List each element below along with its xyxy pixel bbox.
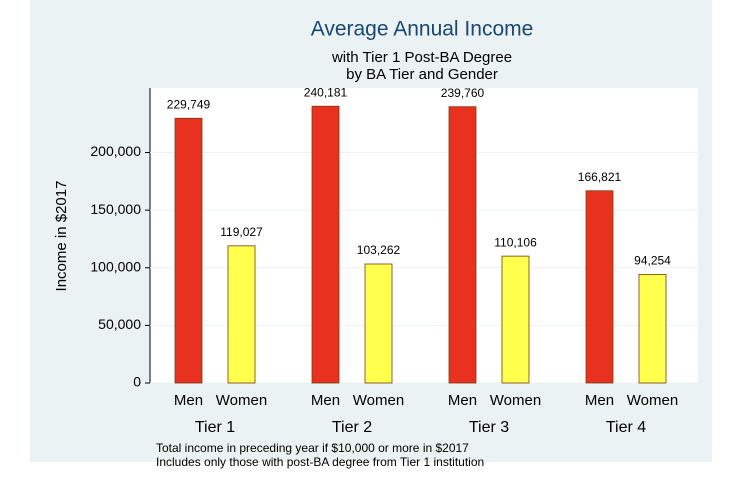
value-label: 239,760	[441, 86, 485, 100]
y-tick-label: 200,000	[90, 143, 141, 159]
y-tick-label: 100,000	[90, 258, 141, 274]
bar-label: Women	[216, 392, 267, 409]
bar	[227, 245, 256, 384]
y-tick-label: 0	[133, 374, 141, 390]
value-label: 119,027	[220, 225, 263, 239]
bar-label: Men	[448, 392, 477, 409]
value-label: 240,181	[304, 85, 348, 99]
category-label: Tier 2	[332, 419, 372, 436]
category-label: Tier 3	[469, 419, 509, 436]
value-label: 166,821	[578, 170, 622, 184]
bar-label: Women	[353, 392, 404, 409]
bar	[364, 263, 393, 384]
chart-subtitle: with Tier 1 Post-BA Degree	[331, 49, 512, 66]
bar-label: Women	[627, 392, 678, 409]
bar	[638, 273, 667, 384]
value-label: 94,254	[634, 254, 671, 268]
y-axis-label: Income in $2017	[53, 181, 70, 292]
bar-label: Women	[490, 392, 541, 409]
value-label: 110,106	[494, 235, 537, 249]
category-label: Tier 4	[606, 419, 646, 436]
category-label: Tier 1	[195, 419, 235, 436]
bar	[174, 117, 203, 384]
chart-subtitle: by BA Tier and Gender	[346, 66, 498, 83]
note: Includes only those with post-BA degree …	[156, 455, 484, 469]
note: Total income in preceding year if $10,00…	[156, 441, 469, 455]
bar-label: Men	[174, 392, 203, 409]
chart-title: Average Annual Income	[311, 18, 534, 41]
value-label: 229,749	[167, 97, 211, 111]
y-tick-label: 50,000	[98, 316, 141, 332]
bar	[311, 105, 340, 384]
y-tick-label: 150,000	[90, 201, 141, 217]
bar-label: Men	[585, 392, 614, 409]
value-label: 103,262	[357, 243, 401, 257]
bar-label: Men	[311, 392, 340, 409]
bar	[448, 106, 477, 384]
bar	[585, 190, 614, 384]
bar	[501, 255, 530, 384]
